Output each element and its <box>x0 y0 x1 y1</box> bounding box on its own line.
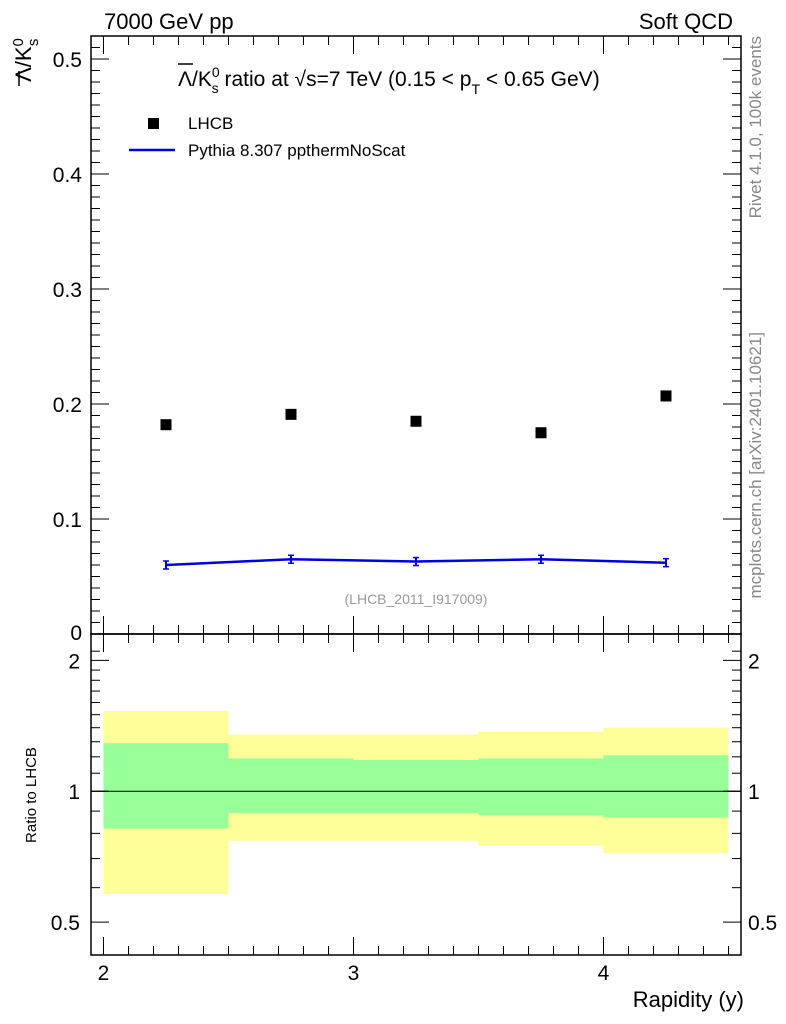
ratio-panel-frame <box>90 633 742 956</box>
chart-title-lead: Λ/K <box>178 68 212 91</box>
y-axis-label-sup: 0 <box>10 38 27 46</box>
header-energy-label: 7000 GeV pp <box>104 9 234 34</box>
ratio-panel-ticks: 0.5 0.5 1 1 2 2 2 3 4 <box>51 634 777 985</box>
chart-title-tail: < 0.65 GeV) <box>480 68 600 91</box>
ratio-y-axis-label: Ratio to LHCB <box>23 747 40 843</box>
lhcb-point <box>535 427 547 439</box>
y-tick-label: 0.1 <box>53 509 82 532</box>
y-tick-label: 0.3 <box>53 279 82 302</box>
lhcb-point <box>160 419 172 431</box>
x-tick-label: 2 <box>98 962 110 985</box>
ratio-band-inner <box>353 759 479 814</box>
ratio-band-inner <box>603 755 729 818</box>
ratio-y-tick-label-right: 2 <box>748 650 760 673</box>
ratio-bands <box>103 710 729 895</box>
x-tick-label: 4 <box>598 962 610 985</box>
ratio-band-inner <box>103 743 229 829</box>
y-tick-label-zero: 0 <box>70 622 82 645</box>
legend-label-pythia: Pythia 8.307 ppthermNoScat <box>188 141 406 160</box>
chart-title-sub: s <box>212 80 219 96</box>
mcplots-source-label: mcplots.cern.ch [arXiv:2401.10621] <box>746 332 765 598</box>
y-tick-label: 0.2 <box>53 394 82 417</box>
y-axis-label-sub: s <box>25 39 42 47</box>
lhcb-point <box>660 390 672 402</box>
y-axis-label: Λ/K0s <box>10 38 42 82</box>
y-axis-label-main: Λ/K <box>11 46 36 82</box>
main-panel-ticks: 0.1 0.2 0.3 0.4 0.5 0 <box>53 35 741 645</box>
y-tick-label: 0.5 <box>53 49 82 72</box>
chart-title: Λ/K0 s ratio at √s=7 TeV (0.15 < pT < 0.6… <box>178 64 600 97</box>
lhcb-point <box>285 408 297 420</box>
y-tick-label: 0.4 <box>53 164 83 187</box>
main-panel-data <box>160 390 672 570</box>
chart-title-sub2: T <box>471 81 480 97</box>
header-category-label: Soft QCD <box>639 9 733 34</box>
x-axis-label: Rapidity (y) <box>633 987 744 1012</box>
ratio-y-tick-label-left: 1 <box>68 781 80 804</box>
ratio-y-tick-label-right: 1 <box>748 781 760 804</box>
legend-label-lhcb: LHCB <box>188 114 233 133</box>
ratio-band-inner <box>228 758 354 814</box>
analysis-id-label: (LHCB_2011_I917009) <box>345 591 488 607</box>
ratio-y-tick-label-left: 0.5 <box>51 912 80 935</box>
ratio-y-tick-label-right: 0.5 <box>748 912 777 935</box>
chart-title-sup: 0 <box>212 64 220 80</box>
chart-title-mid: ratio at √s=7 TeV (0.15 < p <box>219 68 472 91</box>
legend-marker-lhcb <box>148 118 159 129</box>
ratio-y-tick-label-left: 2 <box>68 650 80 673</box>
rivet-version-label: Rivet 4.1.0, 100k events <box>746 36 765 218</box>
ratio-band-inner <box>478 758 604 816</box>
x-tick-label: 3 <box>348 962 360 985</box>
lhcb-point <box>410 415 422 427</box>
